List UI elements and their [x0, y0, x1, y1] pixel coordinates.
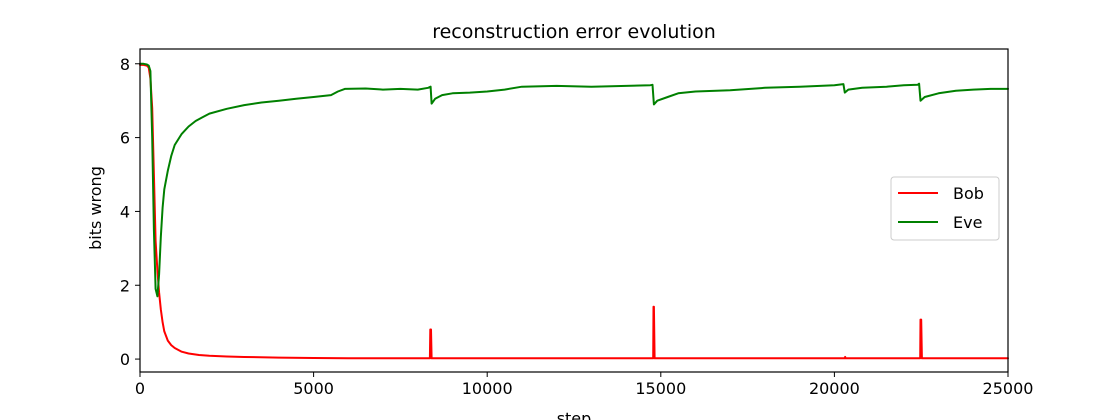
axes-frame [139, 48, 1009, 373]
legend-label-eve: Eve [953, 213, 982, 232]
x-axis-label: step [557, 409, 592, 420]
chart-title: reconstruction error evolution [432, 21, 716, 43]
x-tick-label: 5000 [293, 379, 334, 398]
series-line-bob [139, 63, 1009, 360]
y-tick-label: 8 [120, 55, 130, 74]
y-axis-label: bits wrong [86, 166, 105, 250]
y-tick-label: 4 [120, 202, 130, 221]
legend-label-bob: Bob [953, 184, 984, 203]
series-line-eve [139, 62, 1009, 298]
x-axis-ticks: 0 5000 10000 15000 20000 25000 [135, 372, 1034, 398]
y-tick-label: 6 [120, 129, 130, 148]
plot-area [139, 48, 1009, 373]
y-tick-label: 2 [120, 276, 130, 295]
y-tick-label: 0 [120, 350, 130, 369]
legend: Bob Eve [890, 176, 1000, 241]
x-tick-label: 20000 [809, 379, 860, 398]
x-tick-label: 25000 [983, 379, 1034, 398]
x-tick-label: 15000 [635, 379, 686, 398]
x-tick-label: 10000 [462, 379, 513, 398]
x-tick-label: 0 [135, 379, 145, 398]
y-axis-ticks: 0 2 4 6 8 [120, 55, 140, 369]
